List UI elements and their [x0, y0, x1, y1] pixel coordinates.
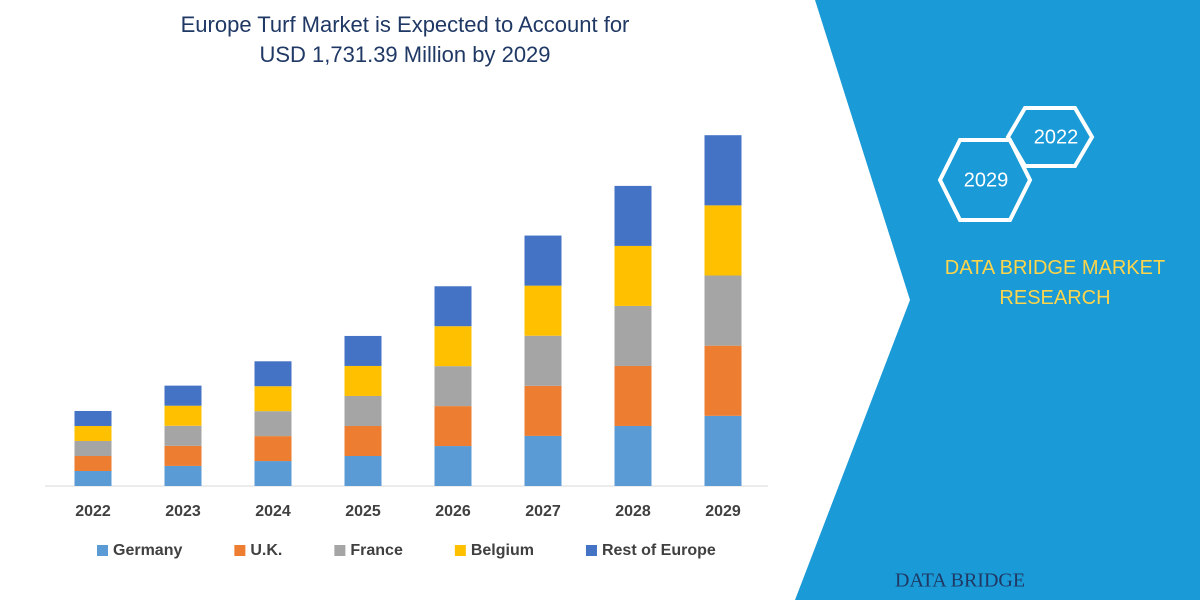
bar-segment [434, 286, 472, 327]
bar-segment [434, 446, 472, 486]
hexagon-label: 2029 [964, 169, 1009, 191]
bar-segment [434, 406, 472, 447]
x-tick-label: 2022 [75, 503, 111, 520]
bar-segment [74, 410, 112, 426]
legend-label: Germany [113, 542, 182, 559]
side-panel [795, 0, 1200, 600]
bar-segment [704, 275, 742, 346]
hexagon [937, 138, 1033, 222]
x-tick-label: 2025 [345, 503, 381, 520]
bar-segment [614, 245, 652, 306]
brand: DATA BRIDGE MARKET RESEARCH [944, 257, 1166, 309]
bar-segment [74, 440, 112, 456]
legend-swatch [334, 545, 346, 556]
legend-swatch [234, 545, 246, 556]
bar-segment [254, 386, 292, 412]
bar-segment [614, 365, 652, 426]
x-tick-label: 2026 [435, 503, 471, 520]
legend-label: Belgium [471, 542, 534, 559]
legend-label: Rest of Europe [602, 542, 716, 559]
legend-swatch [97, 545, 108, 556]
bar-segment [344, 425, 382, 456]
bar-segment [74, 455, 112, 471]
bar-segment [74, 425, 112, 441]
bar-segment [344, 455, 382, 486]
bar-segment [524, 285, 562, 336]
bar-segment [164, 405, 202, 426]
bar-segment [614, 305, 652, 366]
x-tick-label: 2027 [525, 503, 561, 520]
x-tick-label: 2029 [705, 503, 741, 520]
bar-segment [164, 465, 202, 486]
bar-segment [614, 185, 652, 246]
bar-segment [164, 385, 202, 406]
bar-segment [434, 326, 472, 367]
legend-label: U.K. [250, 542, 282, 559]
chart-title: Europe Turf Market is Expected to Accoun… [180, 12, 630, 67]
bar-segment [704, 205, 742, 276]
bar-segment [614, 425, 652, 486]
bar-segment [524, 235, 562, 286]
hexagon-label: 2022 [1034, 126, 1079, 148]
legend-swatch [454, 545, 466, 556]
bar-segment [524, 435, 562, 486]
x-tick-label: 2028 [615, 503, 651, 520]
bar-segment [344, 335, 382, 366]
bar-segment [254, 461, 292, 486]
bar-segment [344, 395, 382, 426]
bar-segment [254, 436, 292, 462]
bar-segment [704, 415, 742, 486]
bar-segment [704, 135, 742, 206]
legend-swatch [585, 545, 597, 556]
bar-segment [524, 385, 562, 436]
logo: DATA BRIDGE [895, 570, 1025, 592]
bar-segment [164, 445, 202, 466]
bar-segment [74, 470, 112, 486]
legend-label: France [350, 542, 403, 559]
bar-segment [344, 365, 382, 396]
bar-segment [524, 335, 562, 386]
bar-segment [254, 361, 292, 387]
bar-segment [164, 425, 202, 446]
bar-segment [704, 345, 742, 416]
bar-segment [254, 411, 292, 437]
hexagon [1005, 106, 1095, 168]
bar-segment [434, 366, 472, 407]
x-tick-label: 2023 [165, 503, 201, 520]
x-tick-label: 2024 [255, 503, 291, 520]
